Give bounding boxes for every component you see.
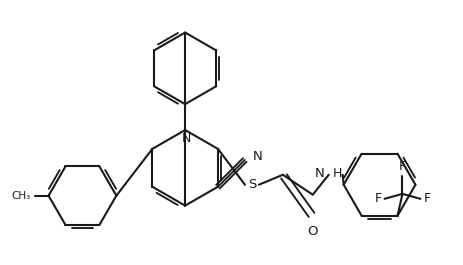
Text: S: S: [247, 178, 256, 191]
Text: N: N: [252, 149, 262, 162]
Text: CH₃: CH₃: [11, 191, 31, 201]
Text: N: N: [314, 167, 324, 180]
Text: F: F: [398, 160, 405, 173]
Text: H: H: [332, 167, 341, 180]
Text: N: N: [181, 132, 190, 145]
Text: O: O: [307, 224, 317, 237]
Text: F: F: [423, 192, 430, 205]
Text: F: F: [374, 192, 381, 205]
